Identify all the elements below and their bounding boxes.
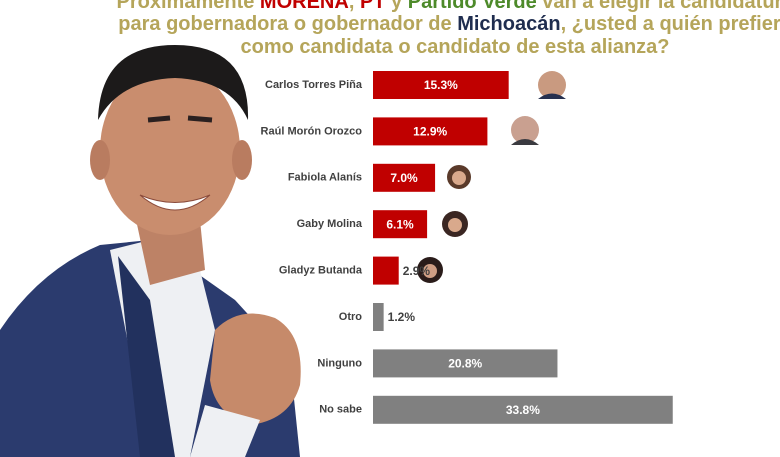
- category-label: No sabe: [319, 404, 362, 416]
- title-segment: PT: [360, 0, 386, 13]
- title-segment: como candidata o candidato de esta alian…: [241, 36, 670, 58]
- candidate-avatars: [417, 71, 566, 283]
- title-segment: MORENA: [260, 0, 349, 13]
- value-label: 15.3%: [424, 78, 458, 92]
- value-label: 20.8%: [448, 357, 482, 371]
- title-segment: Michoacán: [457, 13, 560, 35]
- title-segment: , ¿usted a quién prefiere: [561, 13, 780, 35]
- value-label: 2.9%: [403, 264, 431, 278]
- bar: [373, 163, 436, 192]
- value-label: 12.9%: [413, 125, 447, 139]
- bar: [373, 210, 428, 239]
- category-label: Ninguno: [317, 357, 362, 369]
- title-segment: ,: [349, 0, 360, 13]
- bar: [373, 395, 673, 424]
- category-label: Gaby Molina: [297, 218, 363, 230]
- value-label: 7.0%: [390, 171, 418, 185]
- chart-title: Próximamente MORENA, PT y Partido Verde …: [117, 0, 780, 58]
- bar: [373, 117, 488, 146]
- category-label: Carlos Torres Piña: [265, 79, 363, 91]
- value-label: 1.2%: [388, 310, 416, 324]
- category-label: Otro: [339, 311, 363, 323]
- bar: [373, 71, 509, 99]
- bar: [373, 256, 399, 285]
- category-label: Fabiola Alanís: [288, 172, 362, 184]
- title-line: para gobernadora o gobernador de Michoac…: [118, 13, 780, 35]
- plot: Carlos Torres Piña 15.3% Raúl Morón Orozco…: [261, 71, 673, 424]
- category-label: Gladyz Butanda: [279, 265, 363, 277]
- category-label: Raúl Morón Orozco: [261, 125, 363, 137]
- photo: [0, 45, 301, 457]
- title-segment: para gobernadora o gobernador de: [118, 13, 457, 35]
- title-segment: van a elegir la candidatura: [537, 0, 780, 13]
- title-segment: y: [386, 0, 408, 13]
- bar: [373, 303, 384, 331]
- title-line: Próximamente MORENA, PT y Partido Verde …: [117, 0, 780, 13]
- bar: [373, 349, 558, 378]
- value-label: 6.1%: [386, 217, 414, 231]
- title-segment: Próximamente: [117, 0, 260, 13]
- title-segment: Partido Verde: [408, 0, 537, 13]
- value-label: 33.8%: [506, 403, 540, 417]
- title-line: como candidata o candidato de esta alian…: [241, 36, 670, 58]
